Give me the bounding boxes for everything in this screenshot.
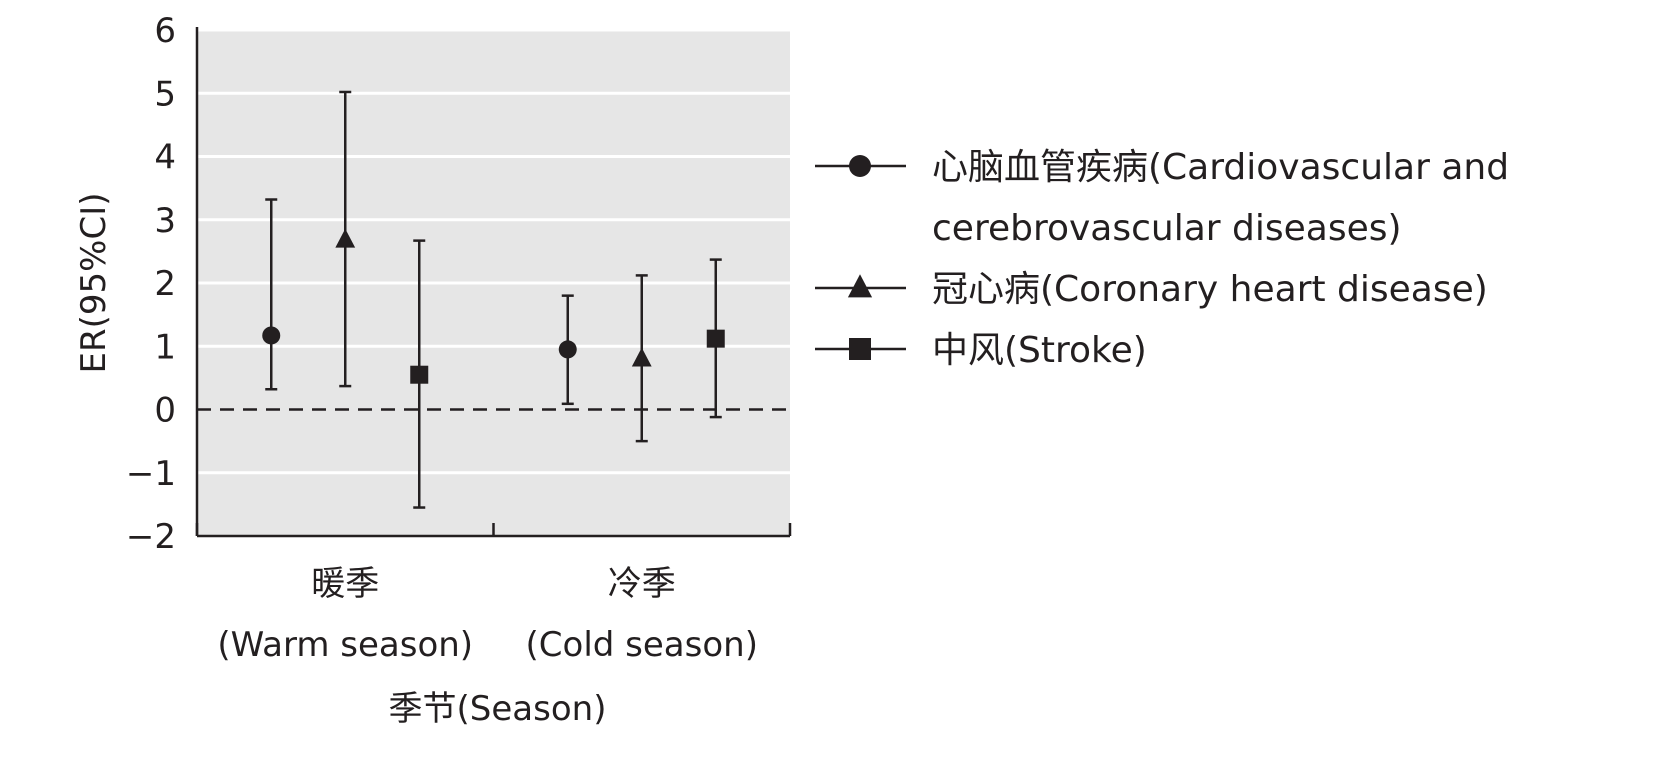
x-category-label-cn: 暖季 bbox=[311, 564, 379, 604]
marker-circle bbox=[849, 155, 871, 177]
legend-item-triangle: 冠心病(Coronary heart disease) bbox=[815, 269, 1488, 310]
y-tick-label: 0 bbox=[154, 391, 176, 431]
y-tick-label: 5 bbox=[154, 74, 176, 114]
y-tick-label: 4 bbox=[154, 138, 176, 178]
data-marks bbox=[262, 90, 725, 509]
marker-square bbox=[410, 365, 429, 384]
y-tick-label: −1 bbox=[126, 454, 176, 494]
legend-item-square: 中风(Stroke) bbox=[815, 330, 1147, 371]
legend-label: cerebrovascular diseases) bbox=[932, 208, 1402, 249]
y-tick-label: 6 bbox=[154, 11, 176, 51]
marker-circle bbox=[558, 340, 577, 359]
grid-lines bbox=[197, 28, 790, 475]
point-square-1 bbox=[706, 258, 725, 419]
x-axis-category-labels: 暖季 (Warm season) 冷季 (Cold season) bbox=[217, 564, 758, 665]
y-tick-label: 1 bbox=[154, 327, 176, 367]
y-tick-label: −2 bbox=[126, 517, 176, 557]
y-tick-label: 3 bbox=[154, 201, 176, 241]
x-category-label-en: (Cold season) bbox=[526, 625, 758, 665]
point-triangle-0 bbox=[335, 90, 356, 388]
marker-triangle bbox=[847, 274, 873, 298]
marker-circle bbox=[262, 326, 281, 345]
marker-square bbox=[849, 338, 871, 360]
marker-triangle bbox=[631, 347, 652, 367]
y-tick-label: 2 bbox=[154, 264, 176, 304]
legend-item-circle: 心脑血管疾病(Cardiovascular and cerebrovascular… bbox=[815, 147, 1509, 249]
y-axis-ticks: −2 −1 0 1 2 3 4 5 6 bbox=[126, 11, 176, 557]
point-circle-0 bbox=[262, 198, 281, 391]
legend-label: 中风(Stroke) bbox=[932, 330, 1147, 371]
legend: 心脑血管疾病(Cardiovascular and cerebrovascular… bbox=[815, 147, 1509, 371]
x-category-label-cn: 冷季 bbox=[608, 564, 676, 604]
point-circle-1 bbox=[558, 294, 577, 406]
y-axis-label: ER(95%CI) bbox=[74, 193, 114, 374]
legend-label: 心脑血管疾病(Cardiovascular and bbox=[932, 147, 1509, 188]
x-axis-label: 季节(Season) bbox=[389, 689, 607, 729]
point-square-0 bbox=[410, 239, 429, 509]
legend-label: 冠心病(Coronary heart disease) bbox=[932, 269, 1488, 310]
marker-square bbox=[706, 329, 725, 348]
point-triangle-1 bbox=[631, 274, 652, 443]
marker-triangle bbox=[335, 228, 356, 248]
axes bbox=[195, 27, 792, 538]
x-category-label-en: (Warm season) bbox=[217, 625, 473, 665]
